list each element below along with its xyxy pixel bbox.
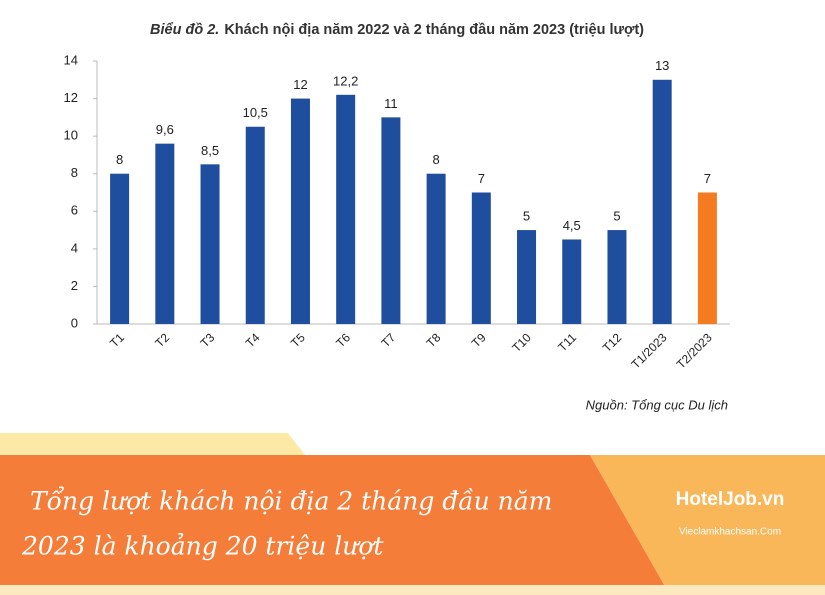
value-label: 12,2 bbox=[333, 73, 358, 88]
y-tick-label: 14 bbox=[64, 52, 78, 67]
value-label: 5 bbox=[613, 209, 620, 224]
bar bbox=[607, 230, 627, 324]
bar bbox=[652, 79, 672, 325]
bar bbox=[381, 117, 401, 324]
banner-main bbox=[0, 455, 670, 595]
value-label: 9,6 bbox=[156, 122, 174, 137]
title-text: Khách nội địa năm 2022 và 2 tháng đầu nă… bbox=[224, 22, 644, 38]
bar bbox=[155, 143, 175, 324]
value-label: 7 bbox=[704, 171, 711, 186]
value-label: 5 bbox=[523, 209, 530, 224]
value-label: 10,5 bbox=[243, 105, 268, 120]
value-label: 8,5 bbox=[201, 143, 219, 158]
y-tick-label: 10 bbox=[64, 128, 78, 143]
bar bbox=[200, 164, 220, 324]
y-tick-label: 4 bbox=[71, 240, 78, 255]
banner-line: 2023 là khoảng 20 triệu lượt bbox=[21, 532, 384, 561]
bar bbox=[245, 126, 265, 324]
value-label: 12 bbox=[293, 77, 307, 92]
value-label: 8 bbox=[432, 152, 439, 167]
banner-side bbox=[590, 455, 825, 595]
value-label: 4,5 bbox=[563, 218, 581, 233]
chart-title: Biểu đồ 2. Khách nội địa năm 2022 và 2 th… bbox=[150, 22, 644, 38]
bar bbox=[336, 94, 356, 324]
value-label: 8 bbox=[116, 152, 123, 167]
bar bbox=[110, 173, 130, 324]
bar bbox=[517, 230, 537, 324]
title-label: Biểu đồ 2. bbox=[150, 22, 219, 38]
banner-bottom bbox=[0, 585, 825, 595]
y-tick-label: 12 bbox=[64, 90, 78, 105]
y-tick-label: 0 bbox=[71, 315, 78, 330]
banner-accent bbox=[0, 433, 305, 455]
y-tick-label: 8 bbox=[71, 165, 78, 180]
bar bbox=[697, 192, 717, 324]
source: Nguồn: Tổng cục Du lịch bbox=[586, 397, 728, 412]
value-label: 11 bbox=[384, 96, 398, 111]
y-tick-label: 6 bbox=[71, 203, 78, 218]
value-label: 13 bbox=[655, 58, 669, 73]
y-tick-label: 2 bbox=[71, 278, 78, 293]
brand-site: Vieclamkhachsan.Com bbox=[679, 527, 781, 538]
bar bbox=[562, 239, 582, 324]
bar bbox=[290, 98, 310, 324]
value-label: 7 bbox=[478, 171, 485, 186]
banner-line: Tổng lượt khách nội địa 2 tháng đầu năm bbox=[30, 487, 552, 516]
brand-name: HotelJob.vn bbox=[676, 489, 785, 510]
bar bbox=[471, 192, 491, 324]
bar bbox=[426, 173, 446, 324]
